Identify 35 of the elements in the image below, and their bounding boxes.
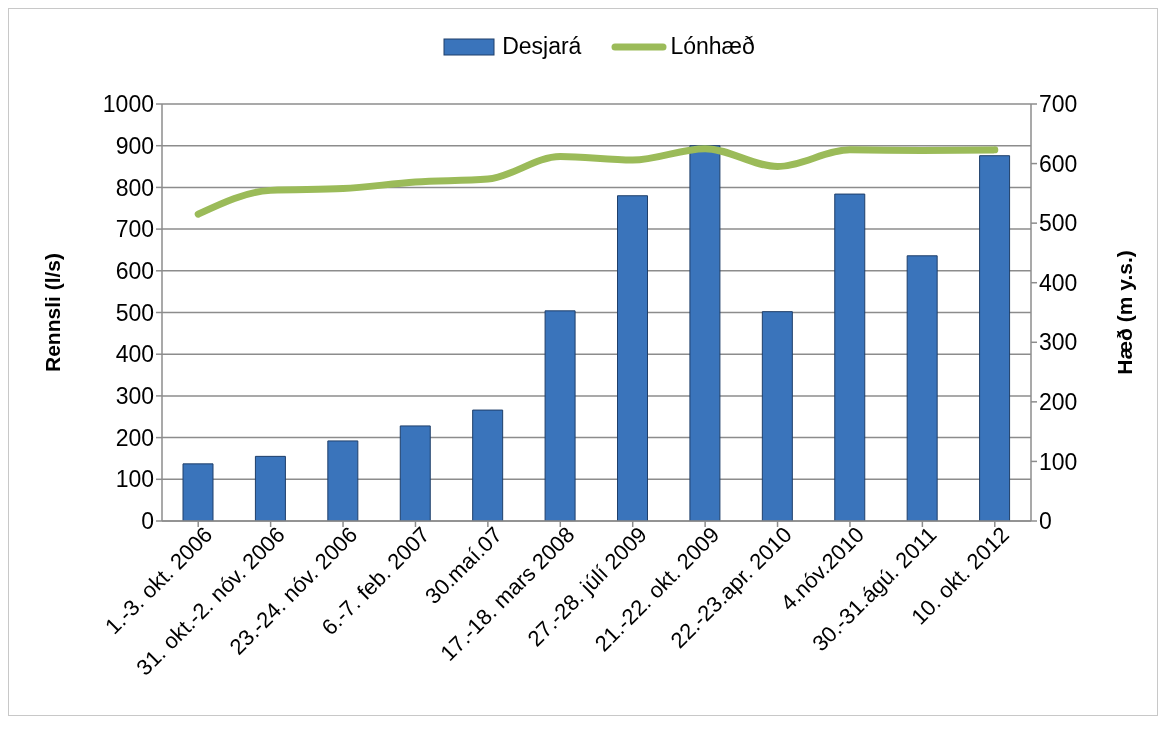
y2-tick-label: 400 <box>1039 269 1078 296</box>
bar <box>254 455 286 521</box>
y2-tick-label: 700 <box>1039 91 1078 118</box>
y-tick-label: 200 <box>115 424 154 451</box>
bar <box>834 193 866 521</box>
bar <box>617 195 648 521</box>
y2-tick-label: 100 <box>1039 448 1078 475</box>
y2-tick-label: 200 <box>1039 389 1078 416</box>
bar <box>689 145 721 521</box>
bar <box>327 440 359 521</box>
y-tick-label: 1000 <box>102 91 154 118</box>
y-tick-label: 700 <box>115 216 154 243</box>
bar <box>761 311 793 521</box>
y2-tick-label: 300 <box>1039 329 1078 356</box>
bar <box>472 409 504 521</box>
bar <box>906 255 938 521</box>
y-tick-label: 900 <box>115 132 154 159</box>
bar <box>544 310 576 521</box>
bar <box>182 463 214 521</box>
legend-label: Lónhæð <box>670 33 755 60</box>
y-tick-label: 500 <box>115 299 154 326</box>
bar <box>979 155 1011 521</box>
y-tick-label: 100 <box>115 466 154 493</box>
y-tick-label: 0 <box>141 508 154 535</box>
bar <box>399 425 431 521</box>
legend-label: Desjará <box>502 33 582 60</box>
y2-tick-label: 0 <box>1039 508 1052 535</box>
y-tick-label: 300 <box>115 383 154 410</box>
y-axis-title: Rennsli (l/s) <box>41 252 65 373</box>
y2-tick-label: 600 <box>1039 150 1078 177</box>
y-tick-label: 600 <box>115 257 154 284</box>
y2-axis-title: Hæð (m y.s.) <box>1113 250 1137 375</box>
y2-tick-label: 500 <box>1039 210 1078 237</box>
y-tick-label: 400 <box>115 341 154 368</box>
y-tick-label: 800 <box>115 174 154 201</box>
